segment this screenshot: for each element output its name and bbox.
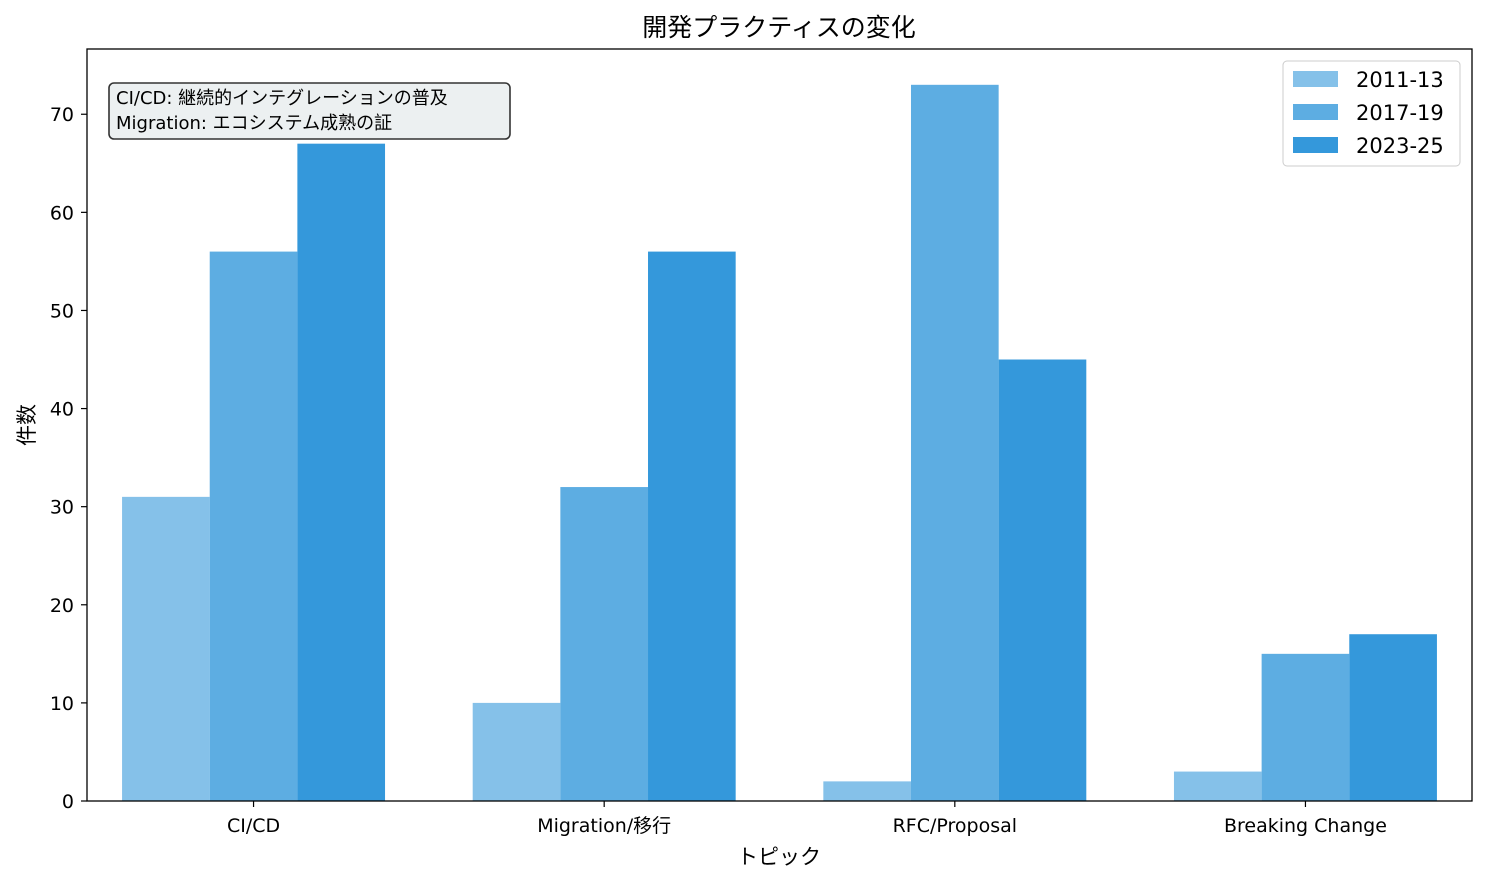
- y-tick-label: 70: [50, 104, 74, 126]
- y-tick-label: 0: [62, 791, 74, 813]
- annotation-box: CI/CD: 継続的インテグレーションの普及 Migration: エコシステム…: [108, 82, 511, 140]
- bar-migration-2023-25: [648, 251, 736, 801]
- annotation-line-1: CI/CD: 継続的インテグレーションの普及: [116, 88, 448, 109]
- legend-swatch-2011-13: [1293, 71, 1338, 87]
- x-tick-label: Migration/移行: [537, 815, 671, 837]
- annotation-frame: [108, 82, 511, 140]
- legend: 2011-13 2017-19 2023-25: [1282, 60, 1461, 167]
- x-tick-label: Breaking Change: [1224, 815, 1387, 837]
- bar-rfc-proposal-2011-13: [823, 781, 911, 801]
- bar-migration-2017-19: [560, 487, 649, 801]
- bar-rfc-proposal-2023-25: [998, 359, 1087, 801]
- bar-breaking-change-2023-25: [1349, 634, 1437, 801]
- bar-breaking-change-2011-13: [1173, 771, 1262, 801]
- legend-label-2011-13: 2011-13: [1356, 68, 1444, 92]
- y-tick-label: 60: [50, 202, 74, 224]
- legend-swatch-2017-19: [1293, 104, 1338, 120]
- x-tick-label: CI/CD: [227, 815, 280, 837]
- legend-swatch-2023-25: [1293, 137, 1338, 153]
- axes: 0 10 20 30 40 50 60 70 CI/CD Migration/移行 RFC/Prop…: [50, 104, 1387, 837]
- chart-title: 開発プラクティスの変化: [642, 13, 916, 42]
- y-tick-label: 20: [50, 595, 74, 617]
- bar-ci-cd-2011-13: [122, 496, 210, 801]
- bar-ci-cd-2017-19: [209, 251, 298, 801]
- y-tick-label: 10: [50, 693, 74, 715]
- bar-breaking-change-2017-19: [1261, 653, 1350, 801]
- y-tick-label: 40: [50, 399, 74, 421]
- y-tick-label: 30: [50, 497, 74, 519]
- legend-label-2017-19: 2017-19: [1356, 101, 1444, 125]
- x-tick-label: RFC/Proposal: [893, 815, 1017, 837]
- plot-area: [122, 84, 1437, 802]
- bar-migration-2011-13: [472, 702, 561, 801]
- annotation-line-2: Migration: エコシステム成熟の証: [116, 113, 392, 134]
- y-tick-label: 50: [50, 300, 74, 322]
- plot-frame: [86, 48, 1473, 802]
- bar-ci-cd-2023-25: [297, 143, 386, 801]
- x-axis-label: トピック: [737, 845, 821, 869]
- bar-rfc-proposal-2017-19: [910, 84, 999, 802]
- legend-label-2023-25: 2023-25: [1356, 134, 1444, 158]
- y-axis-label: 件数: [15, 404, 39, 446]
